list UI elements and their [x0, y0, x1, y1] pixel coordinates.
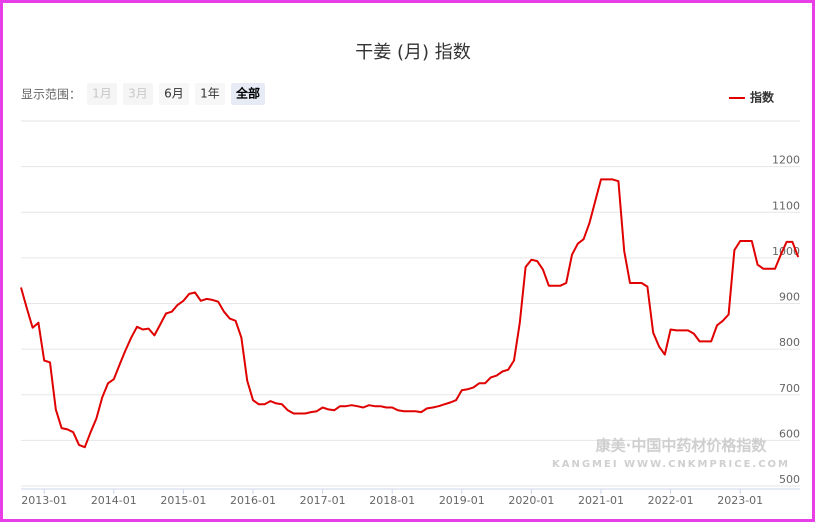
chart-title: 干姜 (月) 指数	[355, 42, 471, 63]
chart: 干姜 (月) 指数 显示范围： 500 600 700 800 900 1000 1100 1…	[20, 42, 800, 507]
range-button-label: 1月	[92, 87, 112, 101]
x-tick-label: 2018-01	[369, 494, 415, 507]
x-tick-label: 2014-01	[91, 494, 137, 507]
range-button-label: 3月	[128, 87, 148, 101]
range-button[interactable]: 1年	[195, 83, 225, 105]
range-button-bg	[87, 83, 117, 105]
x-tick-label: 2015-01	[160, 494, 206, 507]
x-tick-label: 2016-01	[230, 494, 276, 507]
range-button[interactable]: 全部	[231, 83, 265, 105]
y-tick-label: 700	[779, 382, 800, 395]
y-tick-label: 1100	[772, 199, 800, 212]
y-tick-label: 800	[779, 336, 800, 349]
range-button: 3月	[123, 83, 153, 105]
legend-label: 指数	[750, 90, 775, 105]
x-tick-label: 2019-01	[439, 494, 485, 507]
watermark: KANGMEI WWW.CNKMPRICE.COM	[552, 459, 790, 470]
y-tick-label: 1000	[772, 245, 800, 258]
x-tick-label: 2021-01	[578, 494, 624, 507]
y-tick-label: 600	[779, 427, 800, 440]
range-button-bg	[195, 83, 225, 105]
x-tick-label: 2020-01	[508, 494, 554, 507]
x-tick-label: 2022-01	[648, 494, 694, 507]
range-button-label: 6月	[164, 87, 184, 101]
range-button: 1月	[87, 83, 117, 105]
range-button-bg	[231, 83, 265, 105]
range-button-bg	[123, 83, 153, 105]
y-tick-label: 500	[779, 473, 800, 486]
data-line	[20, 178, 800, 449]
x-tick-label: 2013-01	[21, 494, 67, 507]
range-button-bg	[159, 83, 189, 105]
y-tick-label: 1200	[772, 154, 800, 167]
y-tick-label: 900	[779, 291, 800, 304]
x-tick-label: 2023-01	[717, 494, 763, 507]
watermark: 康美·中国中药材价格指数	[596, 437, 768, 455]
range-label: 显示范围：	[21, 88, 81, 102]
range-button-label: 全部	[235, 86, 260, 101]
x-tick-label: 2017-01	[300, 494, 346, 507]
range-button-label: 1年	[200, 87, 220, 101]
range-button[interactable]: 6月	[159, 83, 189, 105]
